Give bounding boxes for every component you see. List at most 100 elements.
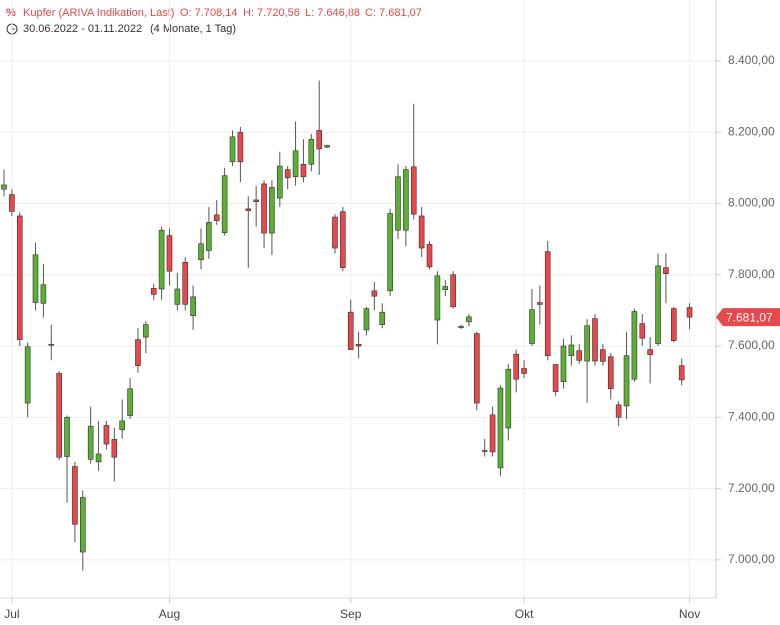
x-tick-label: Jul [4,607,19,621]
x-tick-label: Nov [679,607,700,621]
candle-body [103,425,110,445]
candle-body [481,450,488,452]
candle-body [363,308,370,331]
candle-body [253,199,259,203]
last-price-label: 7.681,07 [726,310,773,324]
candle-body [300,163,307,178]
candle-body [245,208,252,211]
header: % Kupfer (ARIVA Indikation, Last) O: 7.7… [6,7,422,35]
candle-body [269,187,275,234]
y-tick-label: 8.000,00 [728,196,775,210]
candle-body [1,184,7,190]
candle-body [584,325,590,362]
candle-body [442,286,449,291]
candle-body [182,261,189,305]
candle-body [678,365,685,381]
candle-body [198,243,204,261]
grid [0,0,716,598]
candle-body [410,166,417,215]
candle-body [355,343,362,347]
candle-body [111,439,118,458]
candle-body [80,497,86,553]
x-tick-label: Sep [340,607,362,621]
candle-body [261,183,267,234]
candle-body [206,222,212,251]
candle-body [387,213,393,292]
candle-body [56,373,62,458]
candle-body [95,453,102,463]
candle-body [284,169,291,179]
candle-body [529,309,535,344]
candle-body [174,288,181,305]
candle-body [623,355,630,407]
y-tick-label: 7.400,00 [728,409,775,423]
candle-body [16,215,23,340]
candle-body [663,267,669,274]
candle-body [292,150,299,178]
candle-body [513,353,520,380]
candle-body [221,175,228,234]
candle-body [332,216,338,249]
candle-body [32,254,39,303]
candle-body [324,145,330,148]
candle-body [647,349,653,355]
candle-body [213,214,220,221]
candle-body [347,311,354,350]
candle-body [9,194,15,212]
date-range: 30.06.2022 - 01.11.2022 [23,23,142,35]
candle-body [237,131,244,163]
candle-body [607,356,614,390]
candle-body [466,316,472,323]
y-tick-label: 7.800,00 [728,267,775,281]
chart-title: Kupfer (ARIVA Indikation, Last) [23,7,174,19]
x-tick-label: Okt [515,607,534,621]
ohlc-close: C: 7.681,07 [365,7,422,19]
candle-body [190,296,196,317]
y-tick-label: 7.200,00 [728,481,775,495]
candle-body [403,169,409,231]
ohlc-open: O: 7.708,14 [180,7,238,19]
candle-body [473,333,480,404]
candle-body [600,349,606,362]
candle-body [340,211,346,268]
candle-body [119,420,125,431]
candle-body [395,176,401,231]
candle-body [521,368,527,374]
candle-body [458,326,464,328]
candle-body [371,290,378,297]
candle-body [639,323,646,339]
y-tick-label: 8.200,00 [728,124,775,138]
candle-body [48,343,55,346]
candle-body [560,345,567,382]
candle-body [316,130,323,150]
candle-body [497,387,504,469]
period: (4 Monate, 1 Tag) [150,23,236,35]
candle-body [40,284,47,304]
candle-body [434,275,441,321]
candle-body [418,215,425,249]
y-tick-label: 8.400,00 [728,53,775,67]
candle-body [127,388,133,416]
candle-body [72,466,78,525]
candle-body [670,308,677,341]
candle-body [505,368,512,429]
last-price-tag [716,308,780,327]
candle-body [631,311,638,380]
candle-body [450,274,456,308]
y-tick-label: 7.600,00 [728,338,775,352]
candle-body [489,414,496,453]
candle-body [229,136,236,163]
candle-body [568,344,575,356]
candles [1,80,693,571]
candle-body [135,339,141,366]
candle-body [166,235,173,272]
candle-body [552,364,559,392]
candle-body [158,229,165,290]
candle-body [592,318,598,362]
candle-body [143,324,149,338]
candle-body [426,244,433,268]
candle-body [686,307,693,318]
candle-body [537,302,543,305]
candle-body [308,139,315,165]
ohlc-high: H: 7.720,56 [243,7,300,19]
